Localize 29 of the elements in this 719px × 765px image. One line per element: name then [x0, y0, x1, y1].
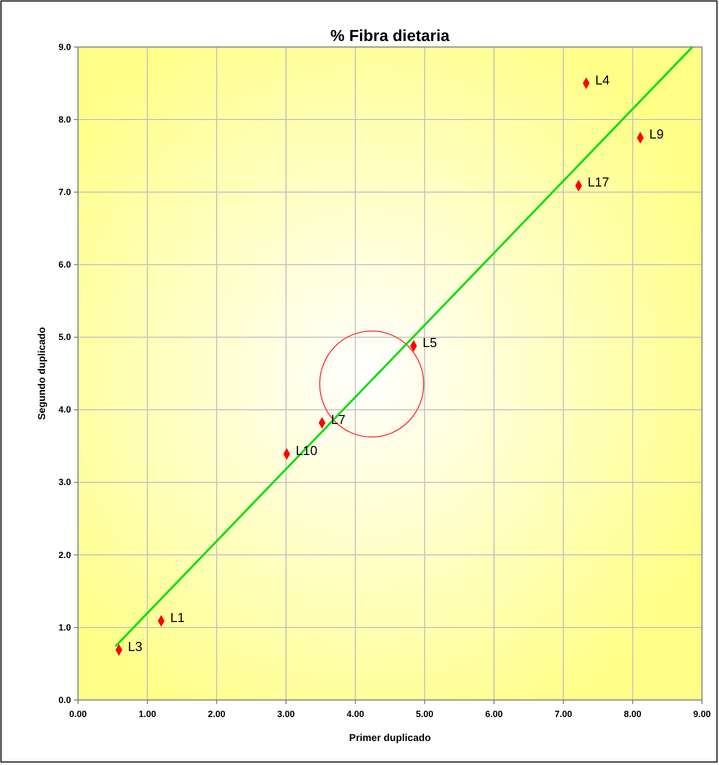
- y-axis-title: Segundo duplicado: [37, 327, 48, 420]
- x-tick-label: 1.00: [138, 708, 156, 719]
- y-tick-label: 0.0: [58, 694, 71, 705]
- y-tick-label: 5.0: [58, 332, 71, 342]
- x-tick-label: 2.00: [208, 708, 226, 719]
- y-tick-label: 8.0: [58, 114, 71, 124]
- x-tick-label: 0.00: [69, 708, 87, 719]
- y-tick-label: 3.0: [58, 477, 71, 488]
- x-tick-label: 6.00: [485, 708, 503, 719]
- y-tick-label: 6.0: [58, 260, 71, 270]
- x-tick-label: 9.00: [693, 708, 711, 719]
- annotation: L4: [595, 72, 610, 88]
- y-tick-label: 9.0: [58, 42, 71, 52]
- x-tick-label: 8.00: [624, 708, 642, 719]
- x-tick-label: 7.00: [554, 708, 572, 719]
- annotation: L1: [170, 610, 185, 625]
- x-tick-label: 3.00: [277, 708, 295, 719]
- y-tick-label: 1.0: [58, 622, 71, 632]
- y-tick-label: 4.0: [58, 404, 71, 415]
- annotation: L5: [422, 334, 438, 350]
- y-tick-label: 2.0: [58, 550, 71, 560]
- annotation: L9: [649, 126, 664, 142]
- x-tick-label: 4.00: [346, 708, 364, 719]
- y-tick-label: 7.0: [58, 186, 71, 197]
- annotation: L3: [128, 638, 142, 654]
- x-tick-label: 5.00: [416, 708, 434, 719]
- annotation: L17: [588, 174, 610, 190]
- chart-title: % Fibra dietaria: [330, 28, 450, 45]
- x-axis-title: Primer duplicado: [349, 733, 431, 744]
